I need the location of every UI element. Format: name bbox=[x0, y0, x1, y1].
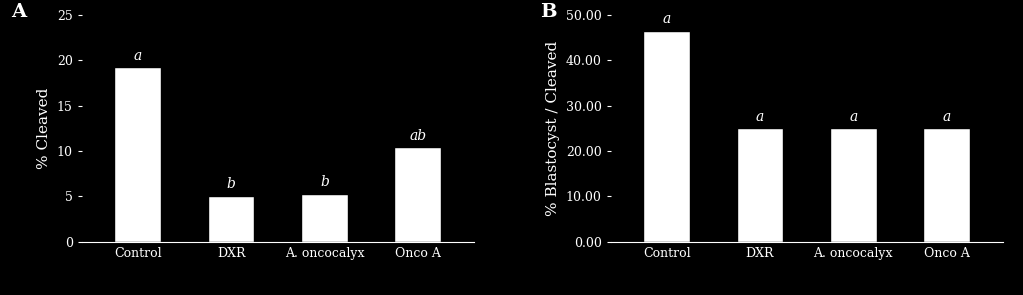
Y-axis label: % Cleaved: % Cleaved bbox=[37, 88, 51, 169]
Y-axis label: % Blastocyst / Cleaved: % Blastocyst / Cleaved bbox=[546, 41, 561, 216]
Bar bbox=[923, 128, 970, 242]
Bar bbox=[394, 148, 441, 242]
Text: a: a bbox=[134, 49, 142, 63]
Text: b: b bbox=[227, 177, 235, 191]
Text: A: A bbox=[11, 3, 27, 22]
Text: b: b bbox=[320, 175, 328, 189]
Text: a: a bbox=[849, 110, 857, 124]
Text: a: a bbox=[756, 110, 764, 124]
Bar bbox=[301, 194, 348, 242]
Bar bbox=[737, 128, 784, 242]
Bar bbox=[208, 196, 255, 242]
Bar bbox=[115, 68, 162, 242]
Text: ab: ab bbox=[409, 129, 427, 143]
Bar bbox=[830, 128, 877, 242]
Text: a: a bbox=[663, 12, 671, 26]
Text: B: B bbox=[540, 3, 557, 22]
Text: a: a bbox=[942, 110, 950, 124]
Bar bbox=[643, 31, 691, 242]
